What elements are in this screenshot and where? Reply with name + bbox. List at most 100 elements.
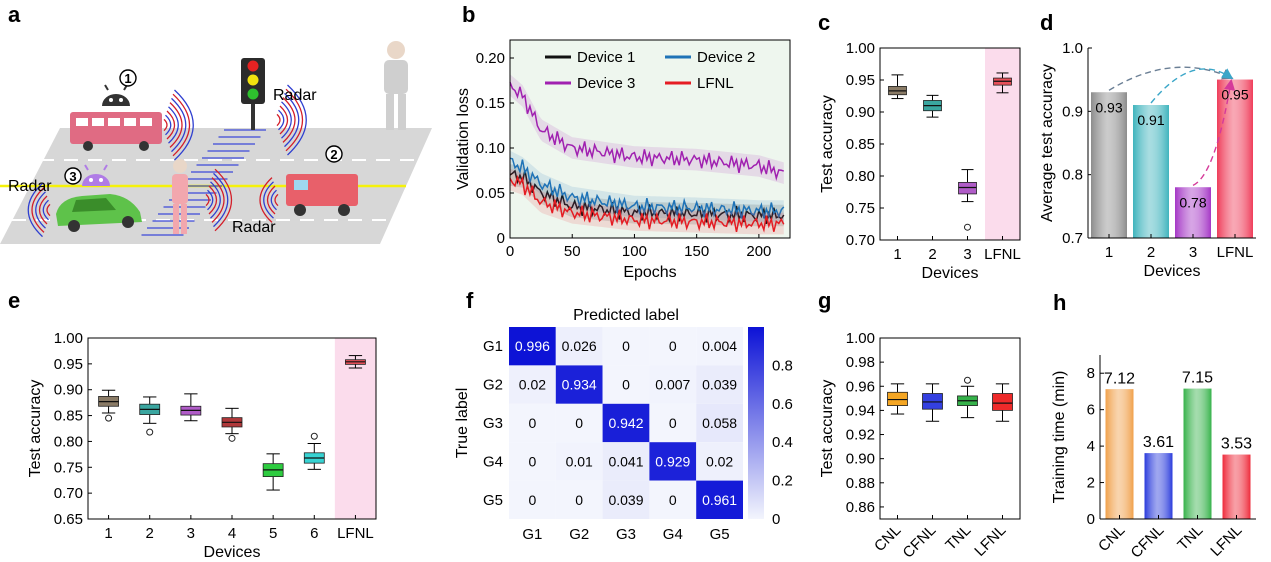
f-cell-label-4-0: 0 [529, 492, 537, 508]
radar-wave-truck [263, 181, 274, 219]
radar-wave-mid [205, 193, 210, 207]
android-bus-icon [102, 94, 130, 106]
g-ytick-label-3: 0.92 [846, 427, 875, 444]
d-bar-label-3: 0.95 [1221, 87, 1248, 103]
d-transfer-arrow-1 [1150, 68, 1234, 104]
f-ytick-label-2: G3 [483, 415, 503, 432]
radar-wave-mid [207, 189, 214, 211]
e-ylabel: Test accuracy [27, 380, 44, 478]
f-cell-2-3 [649, 403, 697, 443]
d-bar-label-0: 0.93 [1095, 99, 1122, 115]
radar-wave-truck [259, 177, 273, 223]
f-cell-0-1 [555, 327, 603, 366]
b-xlabel: Epochs [623, 264, 676, 281]
b-ytick-label-1: 0.05 [476, 185, 505, 202]
car-wheel [68, 220, 80, 232]
e-outlier-0-0 [105, 414, 113, 422]
f-ytick-label-3: G4 [483, 453, 503, 470]
h-xtick-label-0: CNL [1095, 522, 1128, 555]
f-cell-label-2-0: 0 [529, 415, 537, 431]
h-xtick-label-2: TNL [1174, 522, 1206, 554]
g-ylabel: Test accuracy [819, 380, 836, 478]
marker-truck: 2 [330, 147, 337, 162]
f-xtick-label-2: G3 [616, 526, 636, 543]
f-cell-label-0-2: 0 [622, 338, 630, 354]
panel-letter-a: a [8, 2, 21, 27]
d-bar-label-2: 0.78 [1179, 194, 1206, 210]
e-xtick-label-2: 3 [187, 525, 195, 542]
f-colorbar-tick-0: 0 [772, 511, 780, 528]
c-plot-frame [879, 47, 1021, 241]
f-cell-1-3 [649, 365, 697, 404]
radar-wave-mid [211, 177, 225, 223]
f-cell-label-4-3: 0 [669, 492, 677, 508]
truck-window [294, 180, 308, 190]
g-ytick-label-0: 0.86 [846, 499, 875, 516]
f-cell-2-2 [602, 403, 650, 443]
person-leg [398, 94, 406, 130]
d-bar-shine-1 [1133, 105, 1169, 238]
e-ytick-label-1: 0.70 [54, 485, 83, 502]
radar-wave-top [281, 101, 292, 139]
h-xtick-label-1: CFNL [1128, 522, 1168, 562]
e-ytick-label-4: 0.85 [54, 408, 83, 425]
radar-wave-bus [168, 106, 179, 144]
pedestrian-leg [181, 204, 187, 234]
d-xtick-label-2: 3 [1189, 244, 1197, 261]
d-ytick-label-3: 1.0 [1062, 40, 1083, 57]
b-legend-label-0: Device 1 [577, 49, 635, 66]
e-ytick-label-7: 1.00 [54, 330, 83, 347]
radar-wave-top [287, 84, 307, 156]
panel-a-scene: 1 2 3 Radar Radar Radar [0, 41, 432, 244]
d-bar-shine-0 [1091, 92, 1127, 238]
f-cell-label-3-4: 0.02 [706, 453, 733, 469]
c-ytick-label-1: 0.75 [846, 200, 875, 217]
d-bar-shine-2 [1175, 187, 1211, 238]
c-xtick-label-2: 3 [963, 246, 971, 263]
c-outlier-2-0 [964, 223, 971, 231]
radar-wave-mid [213, 172, 229, 228]
f-cell-1-0 [509, 365, 556, 404]
panel-c-box-chart: 0.70 0.75 0.80 0.85 0.90 0.95 1.00 1 2 3 LFNL Devic… [819, 40, 1021, 282]
f-cell-label-3-1: 0.01 [566, 453, 593, 469]
b-xtick-label-2: 100 [622, 243, 647, 260]
radar-wave-bus [174, 89, 194, 161]
e-outlier-5-0 [310, 432, 318, 440]
marker-bus: 1 [124, 71, 131, 86]
radar-wave-truck [274, 193, 279, 207]
h-bar-shine-3 [1222, 454, 1251, 519]
radar-wave-truck [266, 185, 276, 215]
b-legend-label-3: LFNL [697, 75, 734, 92]
c-ytick-label-2: 0.80 [846, 168, 875, 185]
d-ylabel: Average test accuracy [1039, 64, 1056, 222]
marker-car: 3 [69, 169, 76, 184]
b-legend-label-1: Device 2 [697, 49, 755, 66]
f-cell-3-3 [649, 442, 697, 481]
radar-wave-car [27, 182, 43, 238]
radar-wave-car [35, 191, 46, 229]
android-car-antenna [103, 164, 108, 171]
f-cell-4-3 [649, 480, 697, 519]
panel-letter-g: g [818, 288, 831, 313]
radar-wave-truck [270, 189, 277, 211]
android-bus-antenna [104, 84, 109, 91]
f-cell-1-2 [602, 365, 650, 404]
radar-wave-mid [214, 168, 232, 232]
radar-wave-top [284, 92, 300, 148]
e-xtick-label-1: 2 [146, 525, 154, 542]
marker-car-ring [64, 167, 82, 185]
d-ytick-label-2: 0.9 [1062, 103, 1083, 120]
g-ytick-label-7: 1.00 [846, 330, 875, 347]
c-ytick-label-3: 0.85 [846, 136, 875, 153]
f-cell-4-0 [509, 480, 556, 519]
android-bus-eye [119, 98, 123, 102]
g-ytick-label-2: 0.90 [846, 451, 875, 468]
e-outlier-3-0 [228, 434, 236, 442]
radar-label-top: Radar [273, 87, 317, 104]
f-colorbar-tick-3: 0.6 [772, 396, 793, 413]
f-cell-3-4 [696, 442, 743, 481]
g-plot-frame [879, 337, 1021, 520]
f-cell-0-4 [696, 327, 743, 366]
f-colorbar [748, 327, 764, 519]
f-cell-0-2 [602, 327, 650, 366]
